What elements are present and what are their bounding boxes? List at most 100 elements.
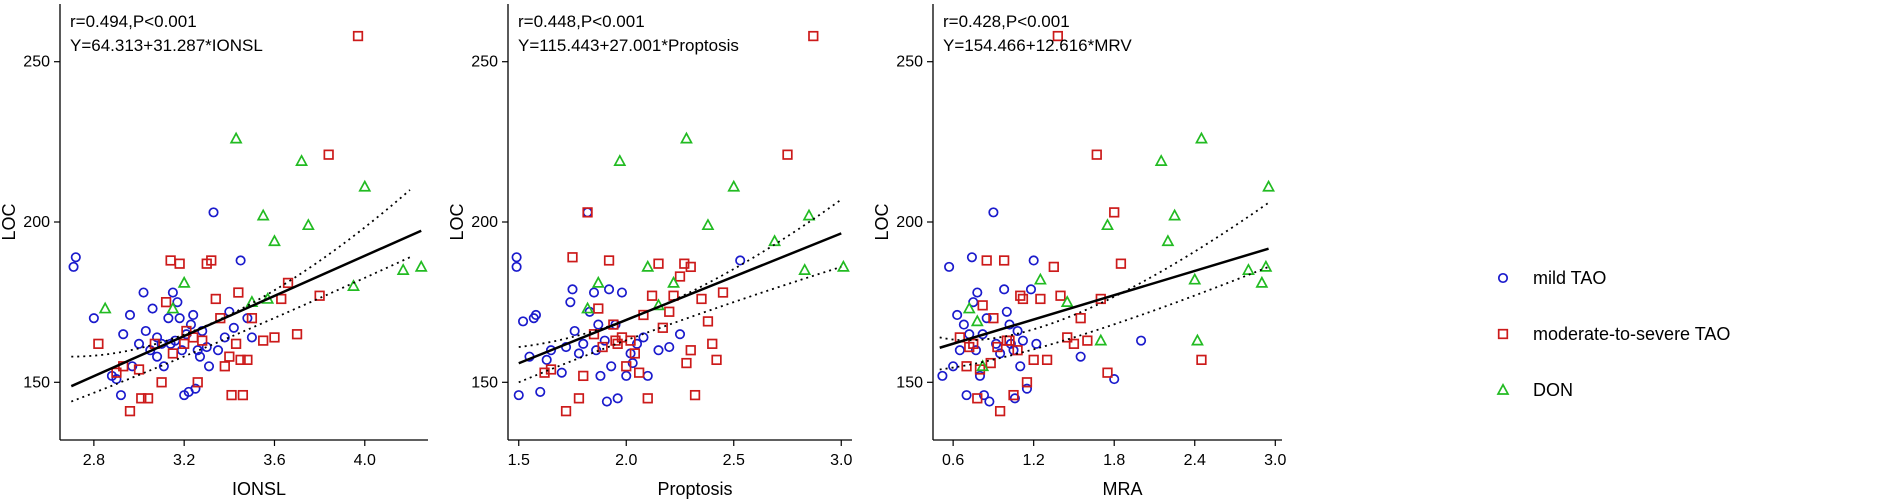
scatter-panel-ionsl: 2.8 3.2 3.6 4.0 150 200 250 r=0.494,P<0.001 Y=…: [0, 4, 428, 499]
data-point-moderate-to-severe-tao: [142, 393, 154, 404]
x-tick-label: 1.8: [1103, 452, 1125, 469]
data-point-moderate-to-severe-tao: [1017, 293, 1029, 305]
data-point-moderate-to-severe-tao: [219, 361, 230, 372]
data-point-moderate-to-severe-tao: [165, 255, 176, 266]
x-tick-label: 0.6: [942, 452, 964, 469]
data-point-mild-tao: [1021, 383, 1033, 394]
data-point-don: [581, 301, 594, 314]
data-point-moderate-to-severe-tao: [961, 361, 972, 372]
data-point-mild-tao: [970, 345, 982, 356]
legend-label: DON: [1533, 380, 1573, 400]
data-point-mild-tao: [601, 396, 612, 407]
scatter-panel-proptosis: 1.5 2.0 2.5 3.0 150 200 250 r=0.448,P<0.001 Y=…: [447, 4, 852, 499]
data-point-mild-tao: [627, 358, 638, 369]
data-point-mild-tao: [588, 287, 600, 298]
data-point-mild-tao: [517, 316, 529, 327]
data-point-mild-tao: [638, 332, 649, 343]
data-point-don: [414, 259, 428, 272]
data-point-don: [1033, 272, 1047, 285]
data-point-don: [970, 314, 984, 327]
triangle-marker-icon: [1496, 383, 1510, 395]
data-point-moderate-to-severe-tao: [276, 293, 287, 305]
data-point-don: [396, 263, 410, 275]
data-point-mild-tao: [966, 252, 977, 263]
plot-points: [68, 30, 428, 417]
data-point-mild-tao: [991, 338, 1002, 349]
data-point-moderate-to-severe-tao: [282, 277, 294, 289]
data-point-moderate-to-severe-tao: [610, 335, 621, 346]
data-point-moderate-to-severe-tao: [206, 255, 217, 266]
data-point-moderate-to-severe-tao: [702, 316, 714, 327]
data-point-mild-tao: [952, 309, 963, 321]
y-tick-label: 250: [471, 54, 498, 71]
data-point-don: [347, 279, 360, 291]
data-point-mild-tao: [591, 345, 602, 356]
data-point-mild-tao: [1031, 338, 1042, 349]
data-point-moderate-to-severe-tao: [1041, 354, 1053, 366]
data-point-don: [768, 234, 782, 247]
data-point-mild-tao: [124, 309, 136, 321]
data-point-mild-tao: [192, 345, 203, 356]
data-point-moderate-to-severe-tao: [93, 338, 104, 349]
y-axis-label: LOC: [0, 203, 19, 240]
data-point-moderate-to-severe-tao: [1062, 332, 1073, 343]
data-point-moderate-to-severe-tao: [567, 252, 578, 263]
data-point-mild-tao: [582, 207, 593, 218]
data-point-moderate-to-severe-tao: [711, 354, 722, 366]
data-point-moderate-to-severe-tao: [1082, 335, 1093, 346]
square-marker-shape: [1497, 328, 1509, 340]
data-point-mild-tao: [1109, 374, 1120, 385]
ci-lower-line: [939, 266, 1269, 371]
ci-upper-line: [71, 189, 411, 358]
data-point-moderate-to-severe-tao: [985, 357, 996, 369]
data-point-moderate-to-severe-tao: [1004, 335, 1015, 346]
data-point-moderate-to-severe-tao: [664, 306, 675, 317]
data-point-moderate-to-severe-tao: [808, 30, 819, 42]
data-point-mild-tao: [68, 261, 79, 272]
data-point-mild-tao: [948, 361, 959, 372]
data-point-moderate-to-severe-tao: [681, 357, 692, 369]
data-point-moderate-to-severe-tao: [968, 338, 979, 349]
data-point-don: [229, 131, 243, 144]
x-tick-label: 1.2: [1023, 452, 1045, 469]
data-point-moderate-to-severe-tao: [314, 290, 325, 301]
data-point-mild-tao: [163, 313, 174, 324]
axes: 0.6 1.2 1.8 2.4 3.0 150 200 250: [896, 4, 1287, 469]
y-tick-label: 200: [896, 214, 923, 231]
data-point-mild-tao: [147, 303, 158, 314]
data-point-mild-tao: [1012, 325, 1023, 337]
y-tick-label: 150: [896, 374, 923, 391]
data-point-mild-tao: [631, 338, 643, 349]
data-point-moderate-to-severe-tao: [653, 258, 664, 269]
data-point-mild-tao: [944, 261, 955, 272]
data-point-mild-tao: [118, 329, 129, 340]
data-point-moderate-to-severe-tao: [696, 293, 707, 305]
data-point-don: [680, 131, 693, 144]
data-point-moderate-to-severe-tao: [246, 313, 258, 324]
data-point-mild-tao: [735, 255, 746, 266]
data-point-moderate-to-severe-tao: [133, 364, 145, 375]
data-point-moderate-to-severe-tao: [136, 393, 147, 404]
data-point-moderate-to-severe-tao: [621, 361, 632, 372]
legend-label: mild TAO: [1533, 268, 1606, 288]
ci-upper-line: [939, 202, 1270, 342]
data-point-don: [98, 301, 112, 314]
axes: 1.5 2.0 2.5 3.0 150 200 250: [471, 4, 852, 469]
equation-annotation: Y=64.313+31.287*IONSL: [70, 36, 263, 55]
data-point-don: [1242, 263, 1255, 275]
data-point-mild-tao: [88, 313, 99, 324]
x-tick-label: 3.6: [263, 452, 285, 469]
data-point-mild-tao: [573, 348, 584, 359]
x-tick-label: 2.8: [83, 452, 105, 469]
data-point-moderate-to-severe-tao: [642, 393, 653, 404]
data-point-don: [1262, 179, 1276, 192]
data-point-mild-tao: [621, 370, 632, 381]
data-point-moderate-to-severe-tao: [689, 389, 701, 401]
data-point-don: [802, 208, 816, 221]
data-point-mild-tao: [530, 309, 541, 321]
data-point-don: [962, 301, 976, 314]
data-point-mild-tao: [653, 345, 664, 356]
x-tick-label: 3.2: [173, 452, 195, 469]
data-point-moderate-to-severe-tao: [1109, 207, 1120, 218]
y-tick-label: 250: [896, 54, 923, 71]
